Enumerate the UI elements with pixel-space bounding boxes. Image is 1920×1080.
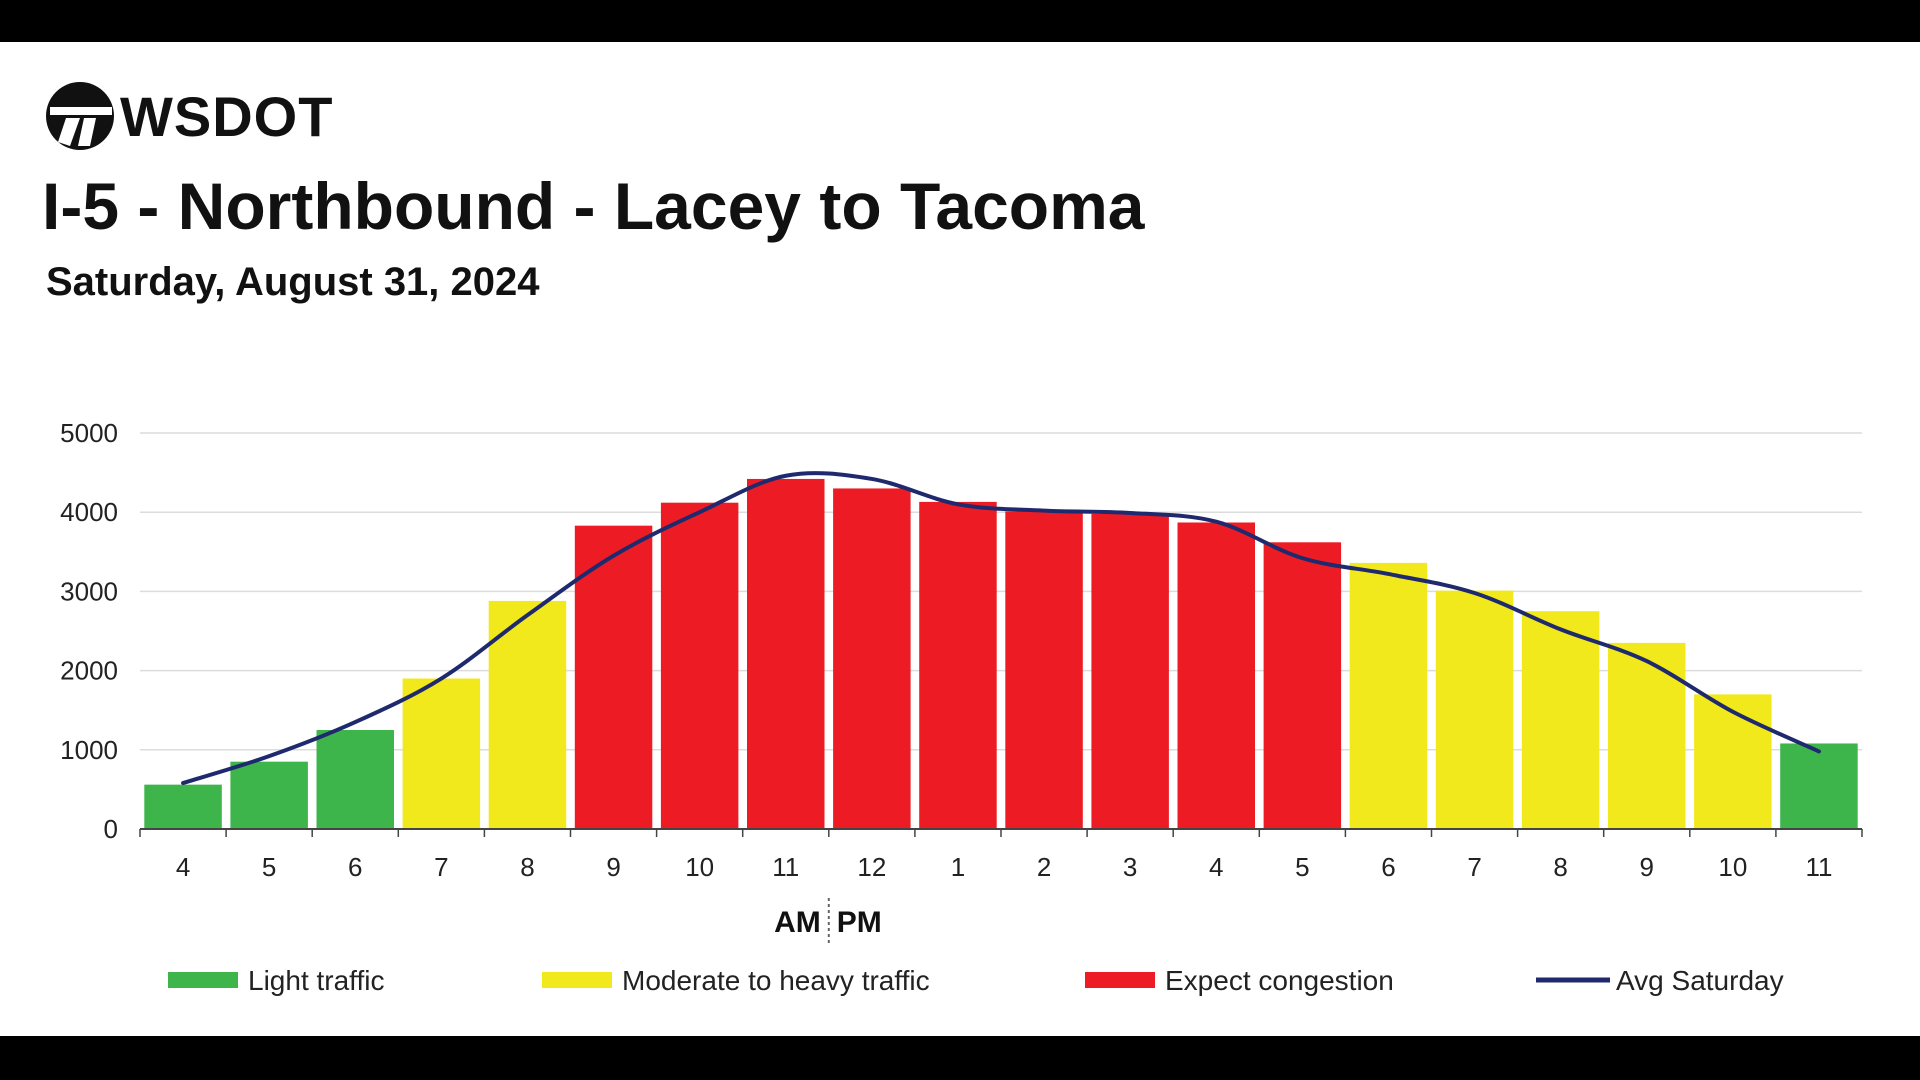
x-tick-label: 6 (1381, 852, 1395, 882)
x-tick-label: 9 (606, 852, 620, 882)
x-tick-label: 10 (685, 852, 714, 882)
x-tick-label: 7 (434, 852, 448, 882)
wsdot-logo-icon (46, 82, 114, 150)
y-tick-label: 2000 (60, 656, 118, 686)
x-tick-label: 8 (520, 852, 534, 882)
am-label: AM (774, 906, 821, 939)
x-tick-label: 3 (1123, 852, 1137, 882)
x-tick-label: 11 (1805, 852, 1832, 882)
bar (1521, 611, 1600, 829)
page-title: I-5 - Northbound - Lacey to Tacoma (42, 169, 1145, 243)
bar (316, 730, 394, 829)
bar (747, 478, 825, 829)
bar (574, 525, 653, 829)
x-tick-label: 2 (1037, 852, 1051, 882)
bar (1005, 511, 1083, 829)
bar (1694, 694, 1772, 829)
bar (1177, 522, 1255, 829)
bar (488, 600, 567, 829)
bar (833, 488, 911, 829)
bar (144, 784, 222, 829)
legend-swatch-light (168, 972, 238, 988)
legend-label: Expect congestion (1165, 965, 1394, 996)
bar (660, 502, 739, 829)
y-tick-label: 4000 (60, 497, 118, 527)
x-tick-label: 4 (176, 852, 190, 882)
x-tick-label: 8 (1553, 852, 1567, 882)
x-tick-label: 11 (772, 852, 799, 882)
x-tick-label: 12 (857, 852, 886, 882)
pm-label: PM (837, 906, 882, 939)
chart-panel: WSDOT I-5 - Northbound - Lacey to Tacoma… (0, 42, 1920, 1036)
page-subtitle: Saturday, August 31, 2024 (46, 260, 540, 304)
logo-text: WSDOT (120, 84, 334, 148)
legend-swatch-congestion (1085, 972, 1155, 988)
bar (1608, 642, 1686, 829)
bar (230, 761, 308, 829)
legend-label: Light traffic (248, 965, 384, 996)
bar (1263, 542, 1342, 829)
y-tick-label: 5000 (60, 418, 118, 448)
x-tick-label: 6 (348, 852, 362, 882)
x-tick-label: 10 (1718, 852, 1747, 882)
x-tick-label: 9 (1640, 852, 1654, 882)
legend-label: Avg Saturday (1616, 965, 1784, 996)
x-tick-label: 5 (1295, 852, 1309, 882)
wsdot-logo: WSDOT (44, 80, 333, 152)
legend-swatch-moderate (542, 972, 612, 988)
x-tick-label: 7 (1467, 852, 1481, 882)
bar (402, 678, 481, 829)
avg-saturday-line (181, 471, 1821, 786)
bar (919, 501, 997, 829)
bar (1349, 562, 1428, 829)
x-tick-label: 1 (951, 852, 965, 882)
bar (1435, 590, 1514, 829)
x-tick-label: 5 (262, 852, 276, 882)
y-tick-label: 0 (104, 814, 118, 844)
legend-label: Moderate to heavy traffic (622, 965, 930, 996)
x-tick-label: 4 (1209, 852, 1223, 882)
bar (1780, 743, 1858, 829)
y-tick-label: 3000 (60, 576, 118, 606)
bar (1091, 513, 1169, 829)
y-tick-label: 1000 (60, 735, 118, 765)
